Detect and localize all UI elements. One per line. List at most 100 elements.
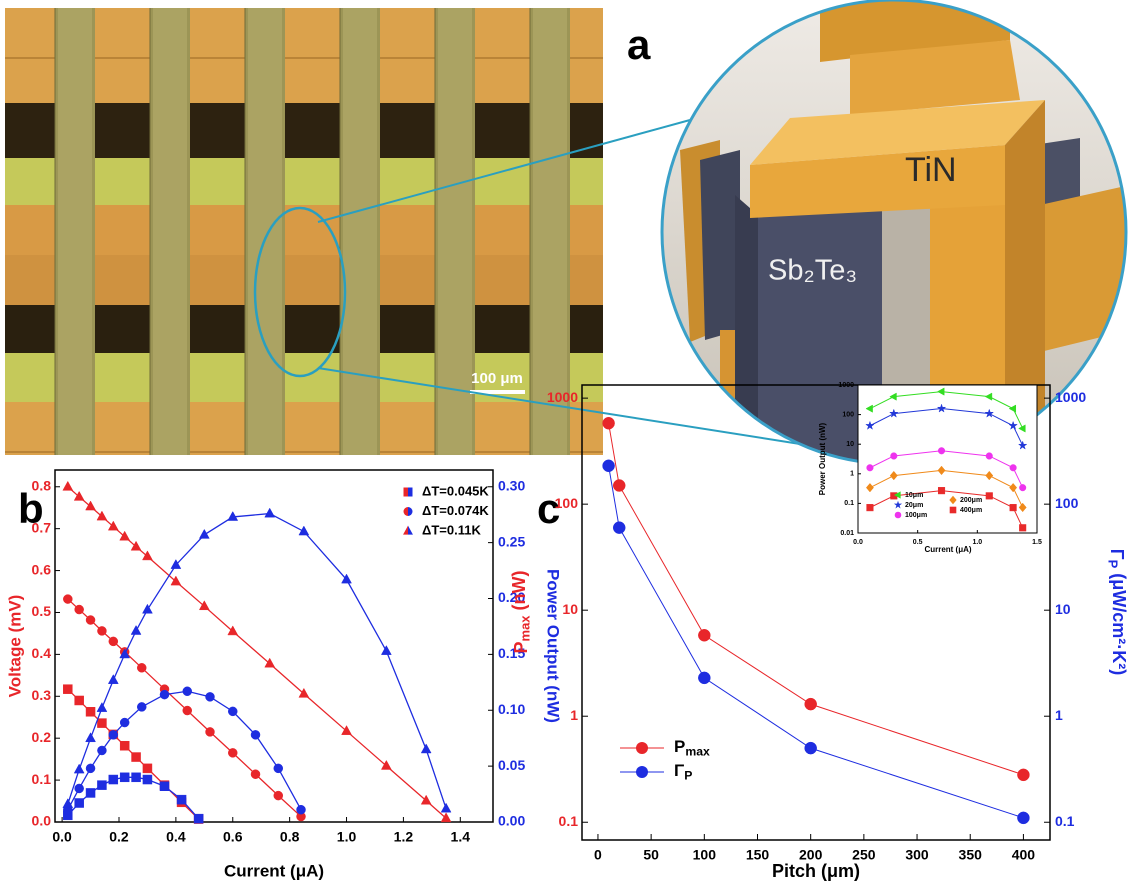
y-tick-label: 0.01 [840, 530, 854, 537]
marker [441, 813, 451, 822]
marker [108, 521, 118, 530]
legend-label: 10μm [905, 492, 923, 499]
y2-tick-label: 0.10 [498, 701, 525, 717]
marker [867, 464, 874, 471]
marker [97, 703, 107, 712]
marker [143, 764, 152, 773]
x-tick-label: 0.4 [166, 828, 186, 844]
marker [86, 788, 95, 797]
marker [206, 727, 215, 736]
marker [183, 687, 192, 696]
marker [120, 741, 129, 750]
x-axis-title: Current (μA) [224, 861, 324, 880]
y-tick-label: 0.6 [32, 561, 52, 577]
y-tick-label: 100 [842, 411, 854, 418]
marker [109, 637, 118, 646]
x-tick-label: 100 [693, 846, 717, 862]
scale-bar-label: 100 μm [471, 370, 523, 387]
marker [251, 730, 260, 739]
micrograph-image [5, 8, 603, 455]
text-part: P [511, 641, 531, 653]
marker [108, 675, 118, 684]
x-tick-label: 350 [959, 846, 983, 862]
marker [109, 775, 118, 784]
y2-tick-label: 0.1 [1055, 813, 1075, 829]
marker [177, 795, 186, 804]
y-tick-label: 0.1 [559, 813, 579, 829]
y2-axis-title: ΓP (μW/cm²·K²) [1105, 549, 1129, 675]
marker [1017, 769, 1029, 781]
marker [1019, 524, 1026, 531]
x-axis-title: Pitch (μm) [772, 861, 860, 881]
text-part: max [518, 615, 533, 642]
x-tick-label: 1.0 [337, 828, 357, 844]
marker [74, 491, 84, 500]
text-part: (μW/cm²·K²) [1109, 568, 1129, 675]
marker [183, 706, 192, 715]
y-tick-label: 0.8 [32, 477, 52, 493]
marker [86, 733, 96, 742]
marker [265, 508, 275, 517]
y-tick-label: 10 [846, 441, 854, 448]
marker [63, 595, 72, 604]
marker [265, 658, 275, 667]
marker [603, 460, 615, 472]
y-tick-label: 0.2 [32, 729, 52, 745]
text-part: P [674, 737, 685, 756]
marker [299, 526, 309, 535]
y-tick-label: 1000 [547, 389, 578, 405]
y2-tick-label: 100 [1055, 495, 1079, 511]
x-tick-label: 1.2 [394, 828, 414, 844]
y2-tick-label: 1 [1055, 707, 1063, 723]
marker [867, 504, 874, 511]
marker [1017, 812, 1029, 824]
marker [160, 690, 169, 699]
marker [381, 646, 391, 655]
text-part: P [1105, 560, 1120, 569]
marker [950, 507, 957, 514]
marker [137, 702, 146, 711]
marker [75, 784, 84, 793]
y-tick-label: 100 [555, 495, 579, 511]
text-part: Γ [1107, 549, 1127, 560]
x-tick-label: 300 [905, 846, 929, 862]
y-tick-label: 1000 [838, 382, 854, 389]
marker [206, 692, 215, 701]
x-tick-label: 50 [643, 846, 659, 862]
marker [986, 493, 993, 500]
marker [404, 507, 413, 516]
x-tick-label: 0.0 [52, 828, 72, 844]
x-tick-label: 400 [1012, 846, 1036, 862]
marker [120, 531, 130, 540]
legend-label: 400μm [960, 507, 982, 514]
marker [698, 672, 710, 684]
marker [938, 487, 945, 494]
legend-label: 100μm [905, 512, 927, 519]
marker [75, 605, 84, 614]
x-tick-label: 0.5 [913, 539, 923, 546]
marker [274, 764, 283, 773]
x-tick-label: 1.4 [451, 828, 471, 844]
marker [403, 526, 413, 535]
legend-label: ΔT=0.074K [422, 503, 489, 518]
text-part: P [684, 769, 692, 783]
legend-label: 20μm [905, 502, 923, 509]
marker [142, 604, 152, 613]
marker [891, 453, 898, 460]
marker [603, 417, 615, 429]
y2-tick-label: 0.05 [498, 757, 525, 773]
y2-tick-label: 1000 [1055, 389, 1086, 405]
marker [228, 707, 237, 716]
y-tick-label: 0.0 [32, 813, 52, 829]
marker [698, 629, 710, 641]
legend-label: 200μm [960, 497, 982, 504]
marker [120, 773, 129, 782]
marker [228, 626, 238, 635]
marker [74, 764, 84, 773]
y-tick-label: 1 [570, 707, 578, 723]
page: 100 μm TiN Sb₂Te₃ a b c 0.00.20.40.60.81… [0, 0, 1134, 888]
marker [299, 688, 309, 697]
y2-tick-label: 0.25 [498, 533, 525, 549]
y-tick-label: 0.4 [32, 645, 52, 661]
